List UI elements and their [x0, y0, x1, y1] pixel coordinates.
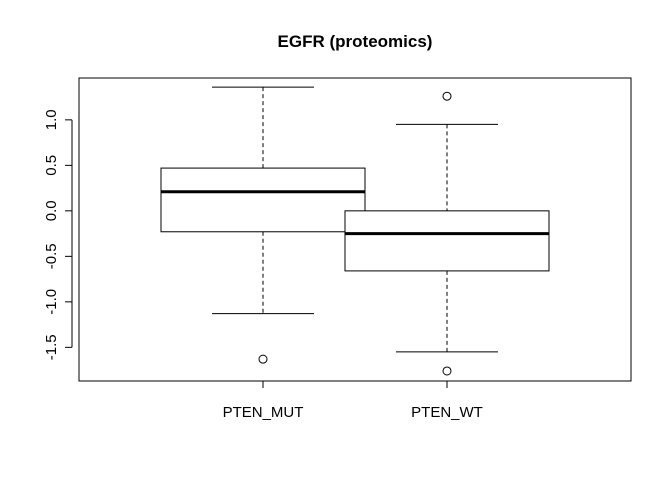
outlier-point — [442, 366, 452, 376]
outlier-point — [442, 91, 452, 101]
x-tick-label: PTEN_WT — [411, 404, 483, 421]
y-tick-label: -1.5 — [43, 334, 60, 360]
box-pten-wt — [344, 91, 550, 376]
y-tick-label: 0.0 — [43, 200, 60, 221]
chart-title: EGFR (proteomics) — [278, 32, 433, 51]
y-axis: 1.0 0.5 0.0 -0.5 -1.0 -1.5 — [43, 109, 73, 360]
y-tick-label: -1.0 — [43, 289, 60, 315]
y-tick-label: 1.0 — [43, 109, 60, 130]
outlier-point — [258, 354, 268, 364]
x-tick-label: PTEN_MUT — [223, 404, 304, 421]
box-pten-mut — [160, 86, 366, 364]
box-iqr — [160, 167, 366, 233]
box-iqr — [344, 210, 550, 272]
boxplot-series — [160, 86, 550, 376]
y-tick-label: 0.5 — [43, 155, 60, 176]
y-tick-label: -0.5 — [43, 243, 60, 269]
x-axis: PTEN_MUT PTEN_WT — [223, 380, 483, 421]
